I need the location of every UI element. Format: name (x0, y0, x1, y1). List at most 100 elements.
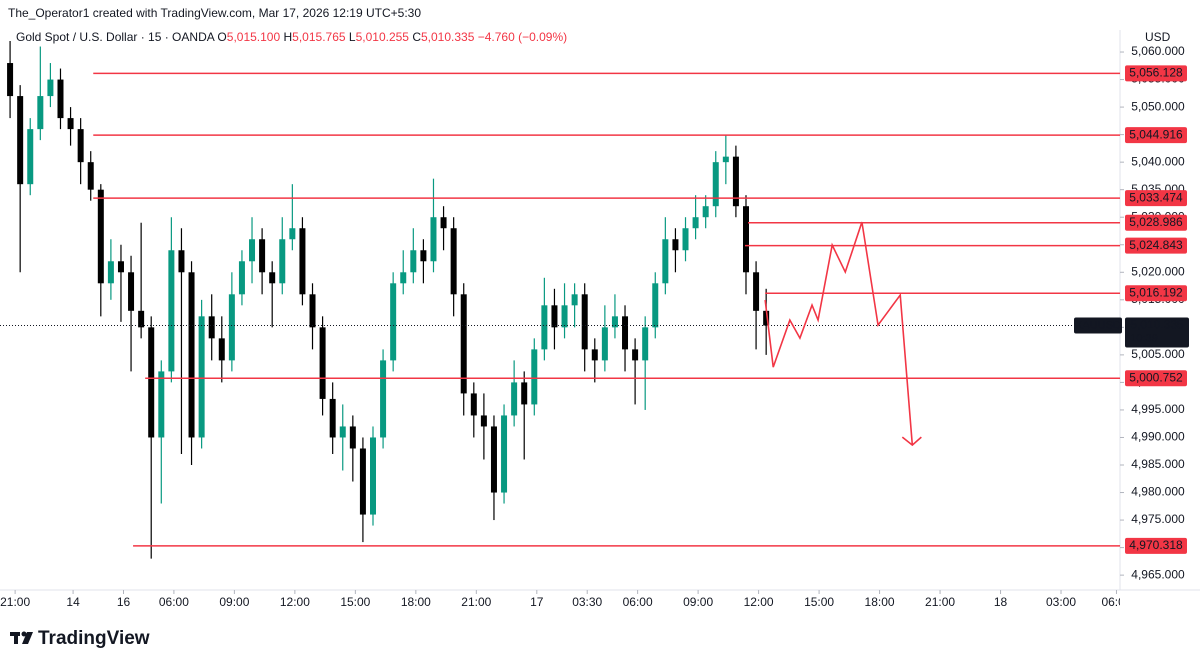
candle-body (249, 239, 256, 262)
candle-body (551, 305, 558, 328)
candle-body (238, 261, 245, 295)
candle-body (460, 294, 467, 394)
candle-body (7, 63, 14, 97)
last-price-box (1125, 317, 1189, 348)
x-tick-label: 21:00 (461, 595, 491, 609)
x-tick-label: 18:00 (865, 595, 895, 609)
candle-body (470, 393, 477, 416)
x-tick-label: 12:00 (280, 595, 310, 609)
x-tick-label: 18:00 (401, 595, 431, 609)
candle-body (47, 79, 54, 97)
y-tick-label: 4,985.000 (1131, 457, 1185, 471)
candle-body (511, 382, 518, 416)
candle-body (309, 294, 316, 328)
candle-body (67, 118, 74, 130)
candle-body (732, 156, 739, 207)
level-label: 5,000.752 (1129, 370, 1183, 384)
last-price-label: 5,010.335 (1130, 318, 1184, 332)
candle-body (632, 349, 639, 361)
candle-body (269, 272, 276, 284)
candle-body (369, 437, 376, 515)
level-label: 5,024.843 (1129, 238, 1183, 252)
candle-body (490, 426, 497, 493)
candle-body (611, 316, 618, 328)
candle-body (158, 371, 165, 438)
logo-shape (21, 631, 27, 637)
level-label-box (1125, 190, 1187, 207)
y-tick-label: 5,040.000 (1131, 154, 1185, 168)
x-axis: 21:00 14 16 06:00 09:00 12:00 15:00 18:00 21:00 1… (0, 590, 1131, 609)
legend-part: C (412, 30, 421, 44)
symbol-legend-text: Gold Spot / U.S. Dollar · 15 · OANDA O5,… (16, 30, 567, 44)
candle-body (601, 327, 608, 361)
symbol-box (1074, 317, 1122, 334)
level-label-box (1125, 127, 1187, 144)
candle-body (400, 272, 407, 284)
attribution: The_Operator1 created with TradingView.c… (8, 6, 421, 20)
y-tick-label: 4,975.000 (1131, 512, 1185, 526)
candle-body (117, 261, 124, 273)
candle-body (107, 261, 114, 284)
y-tick-label: 5,050.000 (1131, 99, 1185, 113)
candle-body (168, 250, 175, 372)
candle-body (440, 217, 447, 229)
x-tick-label: 14 (66, 595, 80, 609)
x-tick-label: 17 (530, 595, 544, 609)
candle-body (178, 250, 185, 273)
y-tick-label: 4,965.000 (1131, 567, 1185, 581)
x-tick-label: 03:00 (1046, 595, 1076, 609)
candle-body (581, 294, 588, 350)
candle-body (712, 162, 719, 207)
candle-body (501, 415, 508, 493)
legend-part: 5,015.100 (227, 30, 281, 44)
x-tick-label: 18 (994, 595, 1008, 609)
level-label: 5,028.986 (1129, 215, 1183, 229)
candle-body (289, 228, 296, 240)
candle-body (622, 316, 629, 350)
candle-body (17, 96, 24, 185)
candle-body (390, 283, 397, 361)
x-tick-label: 15:00 (804, 595, 834, 609)
legend-part: O (217, 30, 226, 44)
candle-body (27, 129, 34, 185)
projection-path (764, 221, 914, 446)
candle-body (480, 415, 487, 427)
candle-body (228, 294, 235, 361)
x-tick-label: 12:00 (744, 595, 774, 609)
y-tick-label: 4,995.000 (1131, 402, 1185, 416)
x-tick-label: 03:30 (572, 595, 602, 609)
candle-body (380, 360, 387, 438)
brand: TradingView (38, 628, 150, 649)
candle-body (702, 206, 709, 218)
candle-body (420, 250, 427, 262)
legend-part: Gold Spot / U.S. Dollar · 15 · OANDA (16, 30, 215, 44)
countdown: 10:39 (1130, 332, 1158, 344)
candle-body (541, 305, 548, 350)
legend-part: 5,015.765 (292, 30, 346, 44)
candle-body (148, 327, 155, 438)
logo-shape (14, 632, 18, 644)
candle-body (208, 316, 215, 339)
candle-body (722, 156, 729, 163)
candle-body (128, 272, 135, 311)
candle-body (642, 327, 649, 361)
x-tick-label: 15:00 (340, 595, 370, 609)
x-tick-label: 09:00 (683, 595, 713, 609)
legend-part: 5,010.255 (356, 30, 410, 44)
candle-body (682, 228, 689, 251)
candle-body (430, 217, 437, 262)
y-tick-label: 4,980.000 (1131, 485, 1185, 499)
candle-body (410, 250, 417, 273)
level-label: 4,970.318 (1129, 538, 1183, 552)
symbol-label: XAUUSD (1075, 319, 1121, 331)
candle-body (77, 129, 84, 163)
level-label-box (1125, 537, 1187, 554)
level-label: 5,056.128 (1129, 66, 1183, 80)
y-tick-label: 4,990.000 (1131, 430, 1185, 444)
x-tick-label: 06:00 (1101, 595, 1131, 609)
candle-body (279, 239, 286, 284)
x-tick-label: 06:00 (623, 595, 653, 609)
level-label: 5,016.192 (1129, 285, 1183, 299)
candle-body (37, 96, 44, 130)
